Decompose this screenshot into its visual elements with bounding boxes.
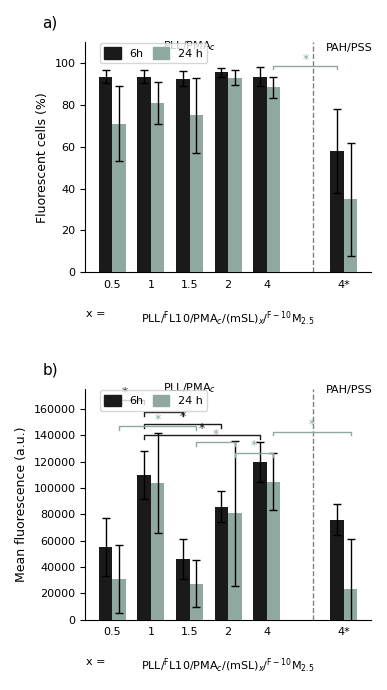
- Bar: [253, 462, 267, 620]
- Bar: [151, 483, 164, 620]
- Text: *: *: [180, 410, 186, 423]
- Bar: [112, 124, 126, 273]
- Legend: 6h, 24 h: 6h, 24 h: [99, 391, 207, 411]
- Bar: [112, 579, 126, 620]
- Text: *: *: [302, 52, 308, 66]
- X-axis label: PLL/$^{\rm F}$L10/PMA$_c$/(mSL)$_x$/$^{\rm F-10}$M$_{2.5}$: PLL/$^{\rm F}$L10/PMA$_c$/(mSL)$_x$/$^{\…: [141, 309, 315, 328]
- Bar: [267, 482, 280, 620]
- Bar: [99, 77, 112, 273]
- Text: PAH/PSS: PAH/PSS: [326, 43, 373, 52]
- Text: *: *: [122, 386, 128, 400]
- Text: PLL/PMA$_c$: PLL/PMA$_c$: [163, 381, 216, 395]
- Text: *: *: [199, 422, 205, 435]
- Text: b): b): [43, 363, 58, 378]
- Bar: [228, 513, 241, 620]
- Legend: 6h, 24 h: 6h, 24 h: [99, 43, 207, 63]
- Bar: [267, 87, 280, 273]
- Bar: [344, 589, 358, 620]
- Bar: [253, 77, 267, 273]
- Text: *: *: [160, 398, 167, 411]
- Y-axis label: Mean fluorescence (a.u.): Mean fluorescence (a.u.): [15, 427, 28, 582]
- Bar: [344, 199, 358, 273]
- Y-axis label: Fluorescent cells (%): Fluorescent cells (%): [36, 92, 49, 223]
- Text: *: *: [212, 428, 219, 442]
- Bar: [228, 78, 241, 273]
- Text: *: *: [309, 418, 315, 431]
- Bar: [99, 547, 112, 620]
- X-axis label: PLL/$^{\rm F}$L10/PMA$_c$/(mSL)$_x$/$^{\rm F-10}$M$_{2.5}$: PLL/$^{\rm F}$L10/PMA$_c$/(mSL)$_x$/$^{\…: [141, 657, 315, 675]
- Bar: [330, 520, 344, 620]
- Bar: [215, 506, 228, 620]
- Bar: [190, 584, 203, 620]
- Text: *: *: [251, 439, 257, 452]
- Bar: [176, 79, 190, 273]
- Bar: [215, 72, 228, 273]
- Text: PLL/PMA$_c$: PLL/PMA$_c$: [163, 39, 216, 52]
- Bar: [190, 115, 203, 273]
- Bar: [330, 151, 344, 273]
- Text: x =: x =: [86, 657, 106, 667]
- Bar: [137, 475, 151, 620]
- Bar: [137, 77, 151, 273]
- Text: x =: x =: [86, 309, 106, 319]
- Bar: [176, 559, 190, 620]
- Bar: [151, 103, 164, 273]
- Text: PAH/PSS: PAH/PSS: [326, 385, 373, 395]
- Text: a): a): [43, 16, 58, 30]
- Text: *: *: [155, 413, 161, 426]
